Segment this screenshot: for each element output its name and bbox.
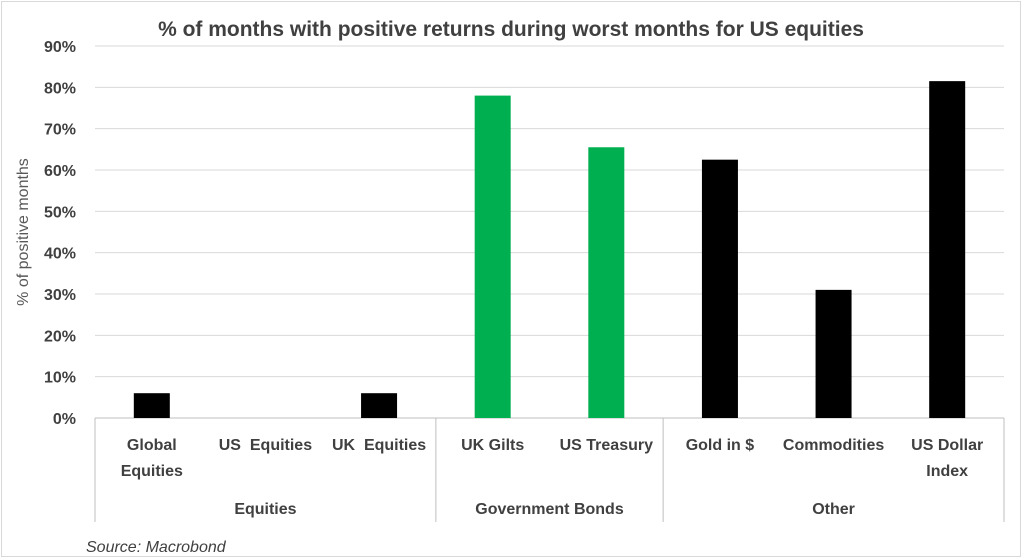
x-category-label: UK Gilts (461, 437, 524, 454)
chart-title: % of months with positive returns during… (158, 18, 864, 41)
bar (474, 95, 511, 418)
y-axis-label: % of positive months (15, 158, 32, 306)
y-tick-label: 30% (44, 287, 76, 304)
source-note: Source: Macrobond (86, 539, 227, 556)
bars (133, 81, 966, 418)
y-tick-label: 70% (44, 122, 76, 139)
y-tick-label: 80% (44, 80, 76, 97)
y-tick-label: 10% (44, 370, 76, 387)
y-tick-label: 50% (44, 204, 76, 221)
bar (929, 81, 966, 418)
x-category-label: UK Equities (332, 437, 426, 454)
x-category-label: US Treasury (560, 437, 653, 454)
x-category-label: Global Equities (121, 437, 183, 480)
bar (133, 393, 170, 418)
x-group-label: Equities (234, 501, 296, 518)
x-group-label: Government Bonds (475, 501, 624, 518)
bar (361, 393, 398, 418)
bar (588, 147, 625, 418)
y-tick-label: 0% (53, 411, 76, 428)
bar (701, 159, 738, 418)
y-tick-label: 90% (44, 39, 76, 56)
x-category-label: US Equities (219, 437, 312, 454)
x-category-label: Gold in $ (686, 437, 755, 454)
y-tick-label: 40% (44, 246, 76, 263)
bar (815, 289, 852, 418)
x-category-label: US Dollar Index (911, 437, 983, 480)
x-category-label: Commodities (783, 437, 884, 454)
x-axis: Global Equities US Equities UK Equities UK G… (94, 418, 1005, 522)
y-tick-label: 60% (44, 163, 76, 180)
gridlines (95, 45, 1004, 419)
y-axis-ticks: 0% 10% 20% 30% 40% 50% 60% 70% 80% 90% (44, 39, 76, 428)
x-group-label: Other (812, 501, 855, 518)
y-tick-label: 20% (44, 328, 76, 345)
